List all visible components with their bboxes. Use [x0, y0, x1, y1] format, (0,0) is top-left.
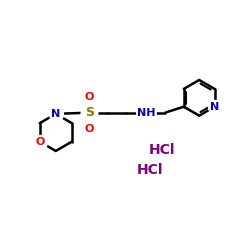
Text: HCl: HCl — [149, 143, 175, 157]
Text: HCl: HCl — [136, 162, 163, 176]
Text: N: N — [210, 102, 219, 112]
Text: S: S — [85, 106, 94, 119]
Text: N: N — [51, 109, 60, 119]
Text: O: O — [84, 124, 94, 134]
Text: O: O — [35, 137, 44, 147]
Text: NH: NH — [137, 108, 155, 118]
Text: O: O — [84, 92, 94, 102]
